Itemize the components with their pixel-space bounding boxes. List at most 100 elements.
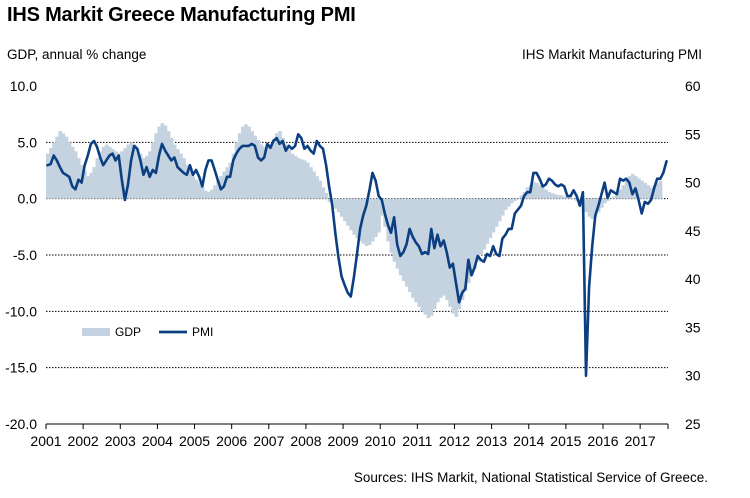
gdp-bar xyxy=(556,195,561,199)
x-tick-label: 2002 xyxy=(68,433,99,449)
gdp-bar xyxy=(370,198,375,242)
gdp-bar xyxy=(494,198,499,227)
gdp-bar xyxy=(513,198,517,201)
gdp-series xyxy=(46,123,663,319)
gdp-bar xyxy=(135,149,140,199)
right-tick-label: 25 xyxy=(685,416,701,432)
gdp-bar xyxy=(587,198,592,217)
gdp-bar xyxy=(395,198,400,269)
gdp-bar xyxy=(73,151,78,199)
gdp-bar xyxy=(275,133,279,199)
gdp-bar xyxy=(228,162,233,199)
gdp-bar xyxy=(541,187,545,199)
gdp-bar xyxy=(361,198,366,244)
gdp-bar xyxy=(166,131,171,199)
gdp-bar xyxy=(271,138,276,199)
gdp-bar xyxy=(296,158,301,199)
gdp-bar xyxy=(129,142,134,199)
gdp-bar xyxy=(83,170,87,199)
x-tick-label: 2012 xyxy=(439,433,470,449)
gdp-bar xyxy=(655,182,660,199)
chart-title: IHS Markit Greece Manufacturing PMI xyxy=(7,4,356,26)
gdp-bar xyxy=(432,198,437,310)
gdp-bar xyxy=(114,151,118,199)
gdp-bar xyxy=(457,198,462,310)
gdp-bar xyxy=(315,176,319,199)
gdp-bar xyxy=(67,142,72,199)
legend-pmi-label: PMI xyxy=(192,325,213,339)
gdp-bar xyxy=(367,198,372,245)
gdp-bar xyxy=(553,194,558,199)
gdp-bar xyxy=(510,198,514,204)
gdp-bar xyxy=(284,144,288,199)
gdp-bar xyxy=(293,155,298,199)
gdp-bar xyxy=(182,158,186,199)
gdp-bar xyxy=(138,153,143,199)
gdp-bar xyxy=(454,198,459,317)
gdp-bar xyxy=(352,198,357,235)
x-tick-label: 2017 xyxy=(625,433,656,449)
gdp-bar xyxy=(479,198,483,255)
gdp-bar xyxy=(584,198,589,213)
gdp-bar xyxy=(86,176,90,199)
gdp-bar xyxy=(126,144,131,199)
gdp-bar xyxy=(309,167,313,199)
right-tick-label: 50 xyxy=(685,175,701,191)
gdp-bar xyxy=(92,167,97,199)
gdp-bar xyxy=(612,196,616,199)
gdp-bar xyxy=(590,198,595,219)
right-tick-label: 40 xyxy=(685,271,701,287)
right-tick-label: 35 xyxy=(685,319,701,335)
gdp-bar xyxy=(163,125,168,199)
gdp-bar xyxy=(417,198,422,307)
left-tick-label: -15.0 xyxy=(5,360,37,376)
gdp-bar xyxy=(185,164,189,199)
gdp-bar xyxy=(123,147,128,199)
gdp-bar xyxy=(572,198,576,200)
gdp-bar xyxy=(503,198,508,210)
left-tick-label: 5.0 xyxy=(18,134,38,150)
gdp-bar xyxy=(534,182,539,199)
gdp-bar xyxy=(568,197,573,199)
gdp-bar xyxy=(324,193,329,199)
gdp-bar xyxy=(343,198,347,222)
gdp-bar xyxy=(423,198,428,315)
legend-gdp-label: GDP xyxy=(115,325,141,339)
gdp-bar xyxy=(175,149,180,199)
gdp-bar xyxy=(191,176,196,199)
gdp-bar xyxy=(593,198,598,217)
pmi-series xyxy=(46,133,668,377)
gdp-bar xyxy=(519,195,524,199)
gdp-bar xyxy=(299,159,304,199)
x-tick-label: 2005 xyxy=(179,433,210,449)
gdp-bar xyxy=(200,187,205,199)
right-tick-label: 30 xyxy=(685,368,701,384)
x-tick-label: 2014 xyxy=(513,433,544,449)
gdp-bar xyxy=(305,162,310,199)
left-axis-label: GDP, annual % change xyxy=(7,47,147,62)
gdp-bar xyxy=(76,158,81,199)
gdp-bar xyxy=(237,133,242,199)
gdp-bar xyxy=(435,198,440,303)
gdp-bar xyxy=(562,196,567,199)
gdp-bar xyxy=(101,146,106,199)
gdp-bar xyxy=(599,198,604,208)
gdp-bar xyxy=(213,185,217,199)
gdp-bar xyxy=(281,137,285,199)
gdp-bar xyxy=(268,144,273,199)
gdp-bar xyxy=(132,144,137,199)
gdp-bar xyxy=(145,155,149,199)
gdp-bar xyxy=(247,126,251,199)
source-note: Sources: IHS Markit, National Statistica… xyxy=(353,470,708,485)
right-tick-label: 60 xyxy=(685,78,701,94)
gdp-bar xyxy=(336,198,341,213)
gdp-bar xyxy=(240,126,245,199)
gdp-bar xyxy=(364,198,369,246)
gdp-bar xyxy=(231,153,236,199)
gdp-bar xyxy=(312,171,316,199)
x-tick-label: 2009 xyxy=(327,433,358,449)
gdp-bar xyxy=(538,185,542,199)
gdp-bar xyxy=(451,198,456,314)
gdp-bar xyxy=(203,190,208,199)
gdp-bar xyxy=(278,131,282,199)
